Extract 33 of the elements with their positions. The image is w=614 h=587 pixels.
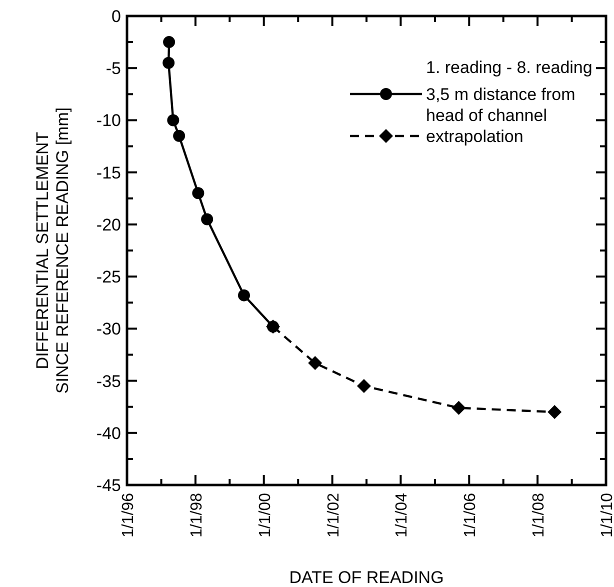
x-tick-label: 1/1/08 [530, 492, 548, 538]
y-tick-label: -45 [96, 476, 121, 495]
y-axis-title: DIFFERENTIAL SETTLEMENT SINCE REFERENCE READING [mm] [33, 107, 72, 394]
point [192, 187, 204, 200]
x-tick-label: 1/1/06 [462, 492, 480, 538]
x-tick-label: 1/1/04 [394, 492, 411, 538]
y-tick-label: -25 [96, 268, 121, 287]
point [167, 114, 180, 126]
y-tick-label: -40 [96, 424, 121, 443]
point [548, 405, 562, 420]
y-tick-label: -5 [106, 59, 121, 78]
y-tick-label: -20 [96, 215, 121, 234]
point [173, 130, 186, 142]
y-tick-label: -30 [96, 320, 121, 339]
point [162, 56, 175, 69]
x-tick-label: 1/1/00 [256, 492, 274, 538]
legend-label: extrapolation [426, 127, 524, 146]
x-tick-label: 1/1/02 [325, 492, 342, 538]
x-tick-label: 1/1/96 [120, 492, 137, 538]
y-tick-label: -15 [96, 163, 121, 182]
point [238, 289, 250, 302]
point [356, 378, 371, 393]
x-tick-label: 1/1/10 [599, 492, 614, 538]
y-tick-label: -10 [96, 111, 121, 130]
point [452, 400, 466, 415]
point [163, 36, 176, 48]
x-tick-label: 1/1/98 [188, 492, 206, 538]
y-tick-label: 0 [112, 7, 121, 26]
x-axis-title: DATE OF READING [289, 568, 444, 587]
point [201, 213, 214, 226]
legend-title: 1. reading - 8. reading [426, 58, 592, 77]
y-tick-label: -35 [96, 372, 121, 391]
point [308, 356, 322, 370]
